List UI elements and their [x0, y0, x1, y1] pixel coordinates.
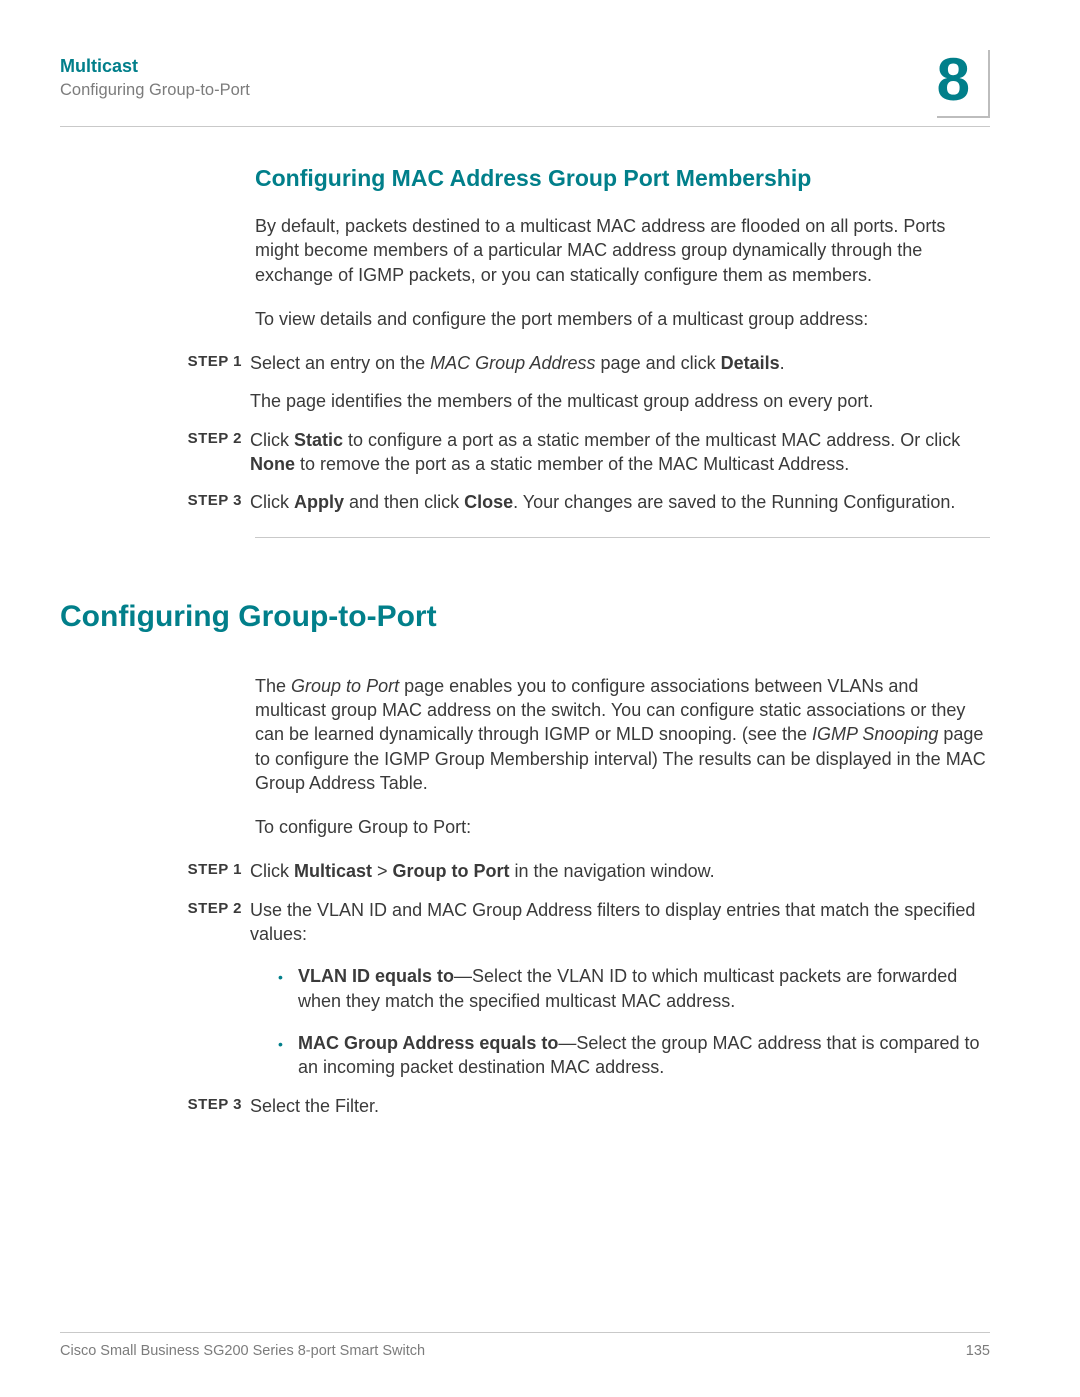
section1-step-2: STEP 2 Click Static to configure a port …: [180, 428, 990, 477]
step-label: STEP 1: [180, 859, 250, 878]
bullet-mac-group: • MAC Group Address equals to—Select the…: [278, 1031, 990, 1080]
section-group-to-port: The Group to Port page enables you to co…: [255, 674, 990, 840]
footer-rule: [60, 1332, 990, 1333]
section2-title: Configuring Group-to-Port: [60, 600, 990, 634]
section2-step-2: STEP 2 Use the VLAN ID and MAC Group Add…: [180, 898, 990, 1080]
bullet-body: MAC Group Address equals to—Select the g…: [298, 1031, 990, 1080]
section2-lead: To configure Group to Port:: [255, 815, 990, 839]
step-label: STEP 2: [180, 898, 250, 917]
section1-title: Configuring MAC Address Group Port Membe…: [255, 165, 990, 192]
step-body: Click Static to configure a port as a st…: [250, 428, 990, 477]
header-subtitle: Configuring Group-to-Port: [60, 81, 250, 100]
page-header: Multicast Configuring Group-to-Port 8: [60, 50, 990, 118]
section1-step-3: STEP 3 Click Apply and then click Close.…: [180, 490, 990, 514]
step-body: Use the VLAN ID and MAC Group Address fi…: [250, 898, 990, 1080]
step-label: STEP 3: [180, 1094, 250, 1113]
header-rule: [60, 126, 990, 127]
step-body: Select an entry on the MAC Group Address…: [250, 351, 990, 414]
bullet-vlan-id: • VLAN ID equals to—Select the VLAN ID t…: [278, 964, 990, 1013]
step-label: STEP 3: [180, 490, 250, 509]
section2-intro: The Group to Port page enables you to co…: [255, 674, 990, 795]
bullet-icon: •: [278, 964, 298, 987]
chapter-number-box: 8: [937, 50, 990, 118]
step-body: Select the Filter.: [250, 1094, 990, 1118]
section2-step-1: STEP 1 Click Multicast > Group to Port i…: [180, 859, 990, 883]
step-body: Click Apply and then click Close. Your c…: [250, 490, 990, 514]
step-body: Click Multicast > Group to Port in the n…: [250, 859, 990, 883]
chapter-number: 8: [937, 50, 970, 110]
section1-step-1: STEP 1 Select an entry on the MAC Group …: [180, 351, 990, 414]
bullet-body: VLAN ID equals to—Select the VLAN ID to …: [298, 964, 990, 1013]
section1-intro: By default, packets destined to a multic…: [255, 214, 990, 287]
page-footer: Cisco Small Business SG200 Series 8-port…: [60, 1343, 990, 1359]
section2-step-3: STEP 3 Select the Filter.: [180, 1094, 990, 1118]
footer-page-number: 135: [966, 1343, 990, 1359]
section-divider: [255, 537, 990, 538]
header-left: Multicast Configuring Group-to-Port: [60, 50, 250, 100]
header-section-title: Multicast: [60, 56, 250, 77]
step-sub: The page identifies the members of the m…: [250, 389, 990, 413]
section-mac-group-port-membership: Configuring MAC Address Group Port Membe…: [255, 165, 990, 331]
bullet-icon: •: [278, 1031, 298, 1054]
section1-lead: To view details and configure the port m…: [255, 307, 990, 331]
step-label: STEP 1: [180, 351, 250, 370]
footer-product: Cisco Small Business SG200 Series 8-port…: [60, 1343, 425, 1359]
step-label: STEP 2: [180, 428, 250, 447]
